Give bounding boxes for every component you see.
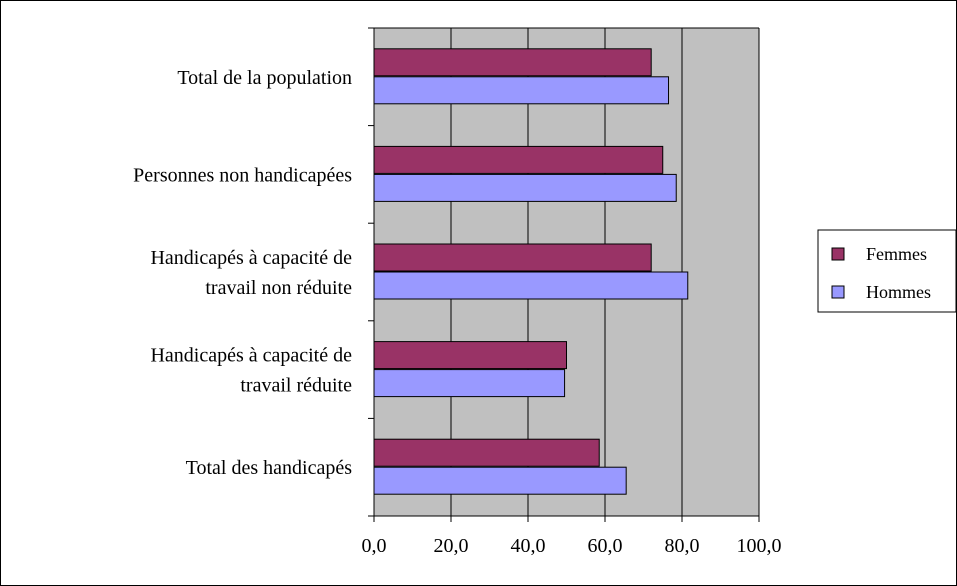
- bar-femmes: [373, 341, 567, 370]
- category-label: Total de la population: [177, 67, 352, 89]
- legend: Femmes Hommes: [817, 229, 957, 313]
- x-tick-label: 100,0: [737, 535, 782, 557]
- x-tick-label: 40,0: [511, 535, 546, 557]
- axes: [368, 27, 760, 522]
- category-label: Personnes non handicapées: [133, 164, 352, 186]
- x-tick-label: 0,0: [362, 535, 387, 557]
- category-labels: Total de la population Personnes non hand…: [133, 67, 352, 479]
- category-label: travail réduite: [240, 375, 352, 397]
- category-label: Handicapés à capacité de: [150, 345, 352, 367]
- x-tick-label: 80,0: [665, 535, 700, 557]
- category-label: Handicapés à capacité de: [150, 247, 352, 269]
- bar-hommes: [373, 466, 627, 495]
- legend-label-hommes: Hommes: [866, 282, 931, 302]
- x-tick-label: 60,0: [588, 535, 623, 557]
- bar-hommes: [373, 369, 566, 398]
- bar-femmes: [373, 145, 664, 174]
- bar-hommes: [373, 271, 689, 300]
- bar-hommes: [373, 76, 670, 105]
- x-tick-label: 20,0: [434, 535, 469, 557]
- category-label: Total des handicapés: [186, 457, 353, 479]
- x-tick-labels: 0,0 20,0 40,0 60,0 80,0 100,0: [362, 535, 782, 557]
- bar-hommes: [373, 173, 677, 202]
- bar-femmes: [373, 48, 652, 77]
- bar-femmes: [373, 243, 652, 272]
- legend-swatch-femmes: [831, 247, 845, 261]
- legend-swatch-hommes: [831, 285, 845, 299]
- bars: [373, 48, 689, 495]
- category-label: travail non réduite: [205, 277, 352, 299]
- bar-femmes: [373, 438, 600, 467]
- legend-label-femmes: Femmes: [866, 244, 927, 264]
